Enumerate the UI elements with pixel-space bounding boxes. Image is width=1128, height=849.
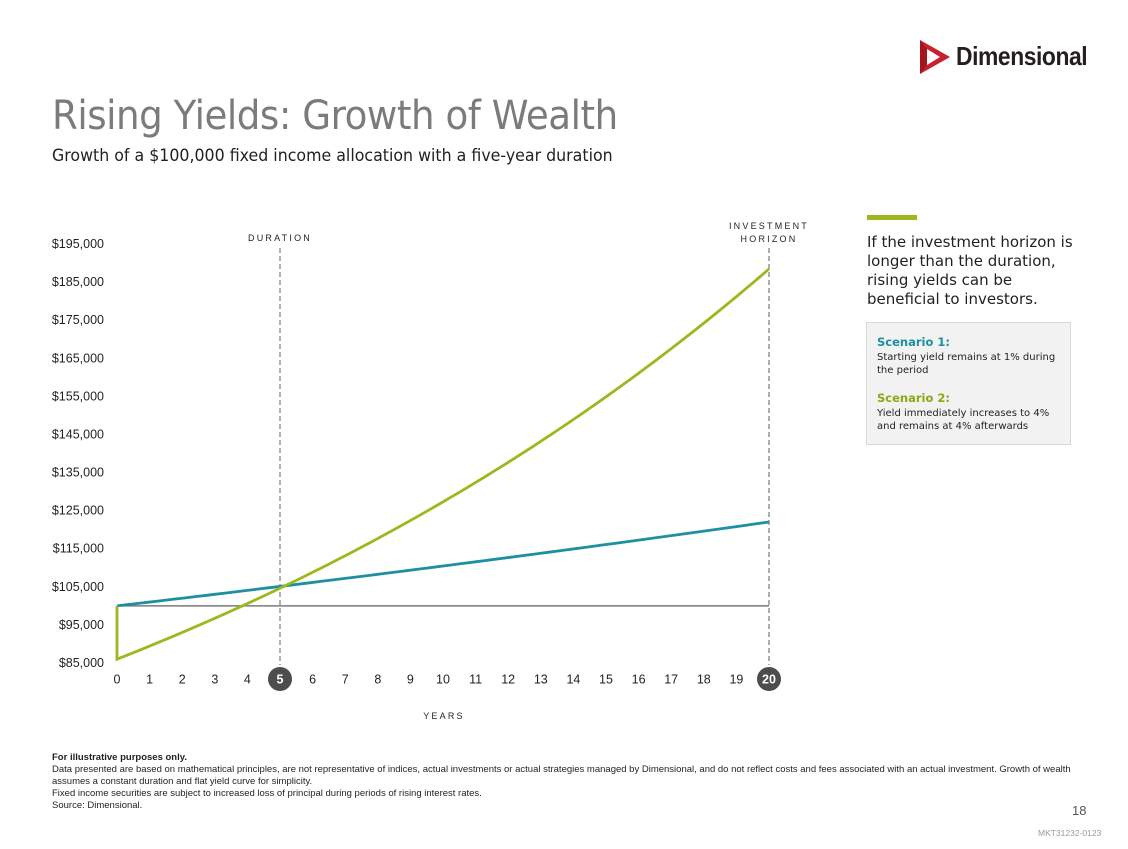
y-tick-label: $135,000 — [52, 466, 104, 480]
dimensional-logo: Dimensional — [918, 38, 1088, 78]
scenario2-description: Yield immediately increases to 4% and re… — [877, 408, 1050, 432]
x-axis-label: YEARS — [423, 711, 465, 721]
scenario-legend: Scenario 1: Starting yield remains at 1%… — [866, 322, 1071, 445]
x-tick-label: 16 — [632, 673, 646, 687]
dimensional-logo-icon — [920, 40, 950, 74]
y-tick-label: $175,000 — [52, 313, 104, 327]
scenario1-title: Scenario 1: — [877, 335, 950, 349]
x-tick-label: 18 — [697, 673, 711, 687]
x-tick-label: 2 — [179, 673, 186, 687]
y-tick-label: $125,000 — [52, 504, 104, 518]
y-tick-label: $155,000 — [52, 389, 104, 403]
x-tick-label: 9 — [407, 673, 414, 687]
y-tick-label: $145,000 — [52, 427, 104, 441]
scenario1-description: Starting yield remains at 1% during the … — [877, 352, 1056, 376]
x-tick-label: 4 — [244, 673, 251, 687]
x-tick-label: 19 — [729, 673, 743, 687]
x-tick-label: 8 — [374, 673, 381, 687]
x-tick-label: 14 — [566, 673, 580, 687]
footnote-heading: For illustrative purposes only. — [52, 752, 187, 763]
y-tick-label: $95,000 — [59, 618, 104, 632]
x-tick-label: 15 — [599, 673, 613, 687]
y-tick-label: $85,000 — [59, 656, 104, 670]
x-tick-label: 0 — [114, 673, 121, 687]
document-code: MKT31232-0123 — [1038, 828, 1102, 838]
y-tick-label: $195,000 — [52, 237, 104, 251]
page-number: 18 — [1072, 803, 1087, 818]
x-tick-highlight-circle — [757, 667, 781, 691]
footnote-line: Data presented are based on mathematical… — [52, 764, 1071, 787]
footnote-line: Fixed income securities are subject to i… — [52, 788, 482, 799]
x-tick-label: 17 — [664, 673, 678, 687]
x-tick-label: 7 — [342, 673, 349, 687]
y-tick-label: $185,000 — [52, 275, 104, 289]
reference-line-label: INVESTMENT — [729, 221, 809, 231]
x-tick-label: 13 — [534, 673, 548, 687]
x-tick-label: 6 — [309, 673, 316, 687]
y-tick-label: $165,000 — [52, 351, 104, 365]
x-tick-label: 1 — [146, 673, 153, 687]
x-tick-label: 12 — [501, 673, 515, 687]
series-line-scenario1 — [116, 520, 770, 608]
y-tick-label: $115,000 — [53, 542, 104, 556]
page-title: Rising Yields: Growth of Wealth — [52, 93, 618, 139]
y-tick-label: $105,000 — [52, 580, 104, 594]
callout-accent-bar — [867, 215, 917, 220]
footnote-line: Source: Dimensional. — [52, 800, 143, 811]
x-tick-label: 5 — [277, 673, 284, 687]
x-tick-label: 11 — [469, 673, 482, 687]
callout-text: If the investment horizon is longer than… — [867, 233, 1073, 308]
reference-line-label: DURATION — [248, 233, 312, 243]
x-tick-label: 20 — [762, 673, 776, 687]
series-line-scenario2 — [115, 267, 770, 662]
reference-line-label: HORIZON — [741, 234, 798, 244]
scenario2-title: Scenario 2: — [877, 391, 950, 405]
x-tick-label: 10 — [436, 673, 450, 687]
logo-wordmark: Dimensional — [956, 41, 1088, 71]
footnotes: For illustrative purposes only. Data pre… — [52, 752, 1072, 812]
x-tick-label: 3 — [211, 673, 218, 687]
page-subtitle: Growth of a $100,000 fixed income alloca… — [52, 146, 613, 166]
x-tick-highlight-circle — [268, 667, 292, 691]
